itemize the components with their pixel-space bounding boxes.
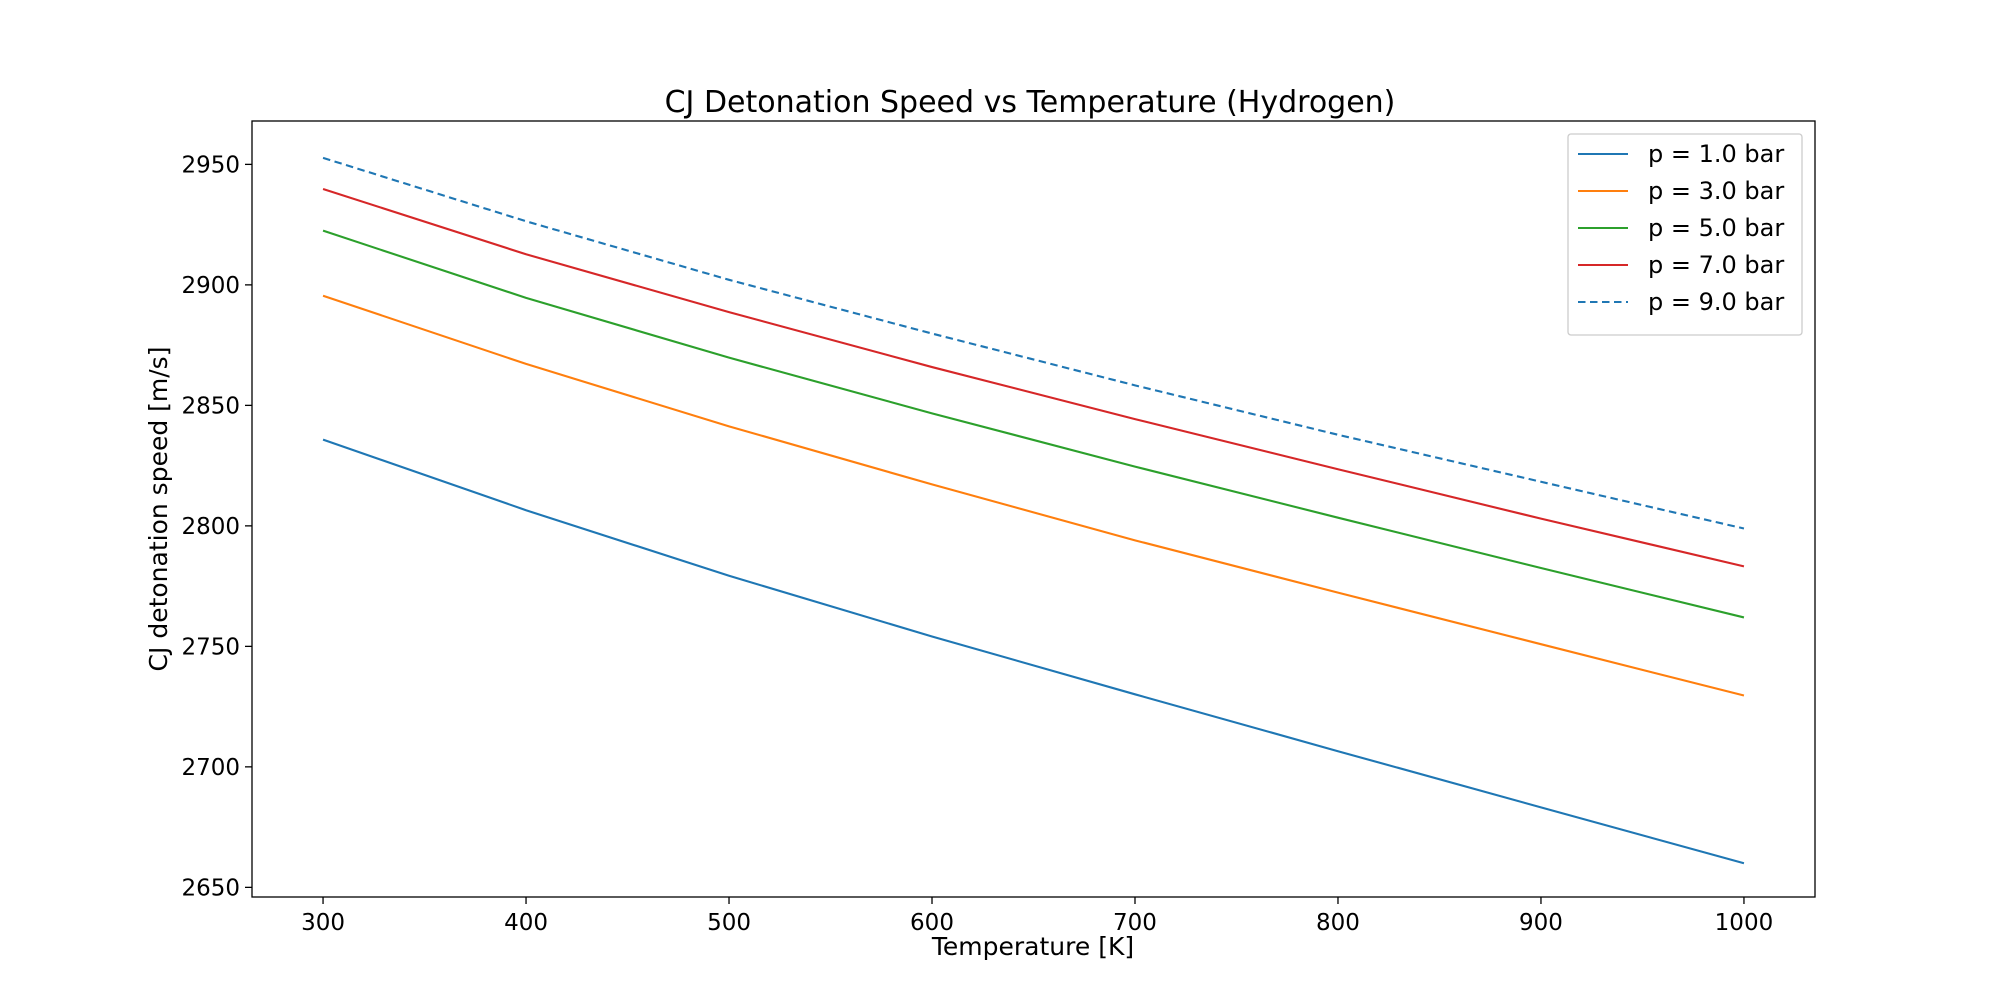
legend-box <box>1567 133 1803 336</box>
series-3-point-8 <box>1743 616 1745 618</box>
y-tick-label: 2950 <box>181 152 240 178</box>
x-tick-label: 500 <box>707 910 751 936</box>
series-line-5 <box>322 156 1745 530</box>
series-5-point-1 <box>322 157 324 159</box>
chart-title: CJ Detonation Speed vs Temperature (Hydr… <box>665 85 1396 120</box>
y-tick-label: 2750 <box>181 634 240 660</box>
series-1-point-2 <box>525 509 527 511</box>
series-5-point-3 <box>728 279 730 281</box>
series-4-point-4 <box>931 366 933 368</box>
series-1-point-5 <box>1134 693 1136 695</box>
series-1-point-1 <box>322 438 324 440</box>
x-tick-label: 900 <box>1519 910 1563 936</box>
series-1-point-8 <box>1743 862 1745 864</box>
x-tick-label: 600 <box>910 910 954 936</box>
x-axis-label: Temperature [K] <box>931 932 1134 961</box>
x-tick-label: 1000 <box>1715 910 1774 936</box>
series-5-point-8 <box>1743 527 1745 529</box>
legend-label-1: p = 1.0 bar <box>1648 140 1784 168</box>
series-2-point-6 <box>1337 591 1339 593</box>
series-5-point-4 <box>931 332 933 334</box>
series-line-1 <box>322 438 1745 865</box>
series-line-4 <box>322 187 1745 568</box>
series-3-point-4 <box>931 412 933 414</box>
series-3-point-1 <box>322 229 324 231</box>
legend-label-3: p = 5.0 bar <box>1648 214 1784 242</box>
series-3-point-7 <box>1540 567 1542 569</box>
series-line-3 <box>322 229 1745 619</box>
series-3-point-6 <box>1337 516 1339 518</box>
series-5-point-6 <box>1337 434 1339 436</box>
series-5-point-7 <box>1540 481 1542 483</box>
series-2-point-5 <box>1134 539 1136 541</box>
series-2-point-7 <box>1540 643 1542 645</box>
x-tick-label: 300 <box>301 910 345 936</box>
series-2-point-4 <box>931 483 933 485</box>
x-tick-label: 400 <box>504 910 548 936</box>
series-5-point-5 <box>1134 384 1136 386</box>
series-2-point-2 <box>525 363 527 365</box>
series-4-point-1 <box>322 188 324 190</box>
series-2-point-1 <box>322 295 324 297</box>
series-4-point-2 <box>525 253 527 255</box>
series-1-point-6 <box>1337 750 1339 752</box>
series-1-point-4 <box>931 635 933 637</box>
series-5-point-2 <box>525 220 527 222</box>
series-line-2 <box>322 294 1745 697</box>
y-tick-label: 2800 <box>181 514 240 540</box>
series-1-point-3 <box>728 575 730 577</box>
legend-label-2: p = 3.0 bar <box>1648 177 1784 205</box>
series-4-point-8 <box>1743 565 1745 567</box>
series-3-point-3 <box>728 356 730 358</box>
y-axis: 2650 2700 2750 2800 2850 2900 2950 <box>181 152 252 901</box>
x-axis: 300 400 500 600 700 800 900 1000 <box>301 897 1773 936</box>
plot-area <box>322 156 1745 865</box>
series-2-point-8 <box>1743 694 1745 696</box>
legend-label-5: p = 9.0 bar <box>1648 288 1784 316</box>
series-1-point-7 <box>1540 806 1542 808</box>
legend: p = 1.0 bar p = 3.0 bar p = 5.0 bar p = 7.0… <box>1567 133 1803 336</box>
series-4-point-3 <box>728 311 730 313</box>
y-tick-label: 2900 <box>181 273 240 299</box>
legend-label-4: p = 7.0 bar <box>1648 251 1784 279</box>
series-3-point-5 <box>1134 465 1136 467</box>
plot-frame <box>251 120 1816 898</box>
series-2-point-3 <box>728 425 730 427</box>
series-3-point-2 <box>525 297 527 299</box>
x-tick-label: 700 <box>1113 910 1157 936</box>
y-tick-label: 2850 <box>181 393 240 419</box>
series-4-point-5 <box>1134 418 1136 420</box>
series-4-point-6 <box>1337 468 1339 470</box>
series-4-point-7 <box>1540 517 1542 519</box>
y-tick-label: 2650 <box>181 875 240 901</box>
x-tick-label: 800 <box>1316 910 1360 936</box>
y-axis-label: CJ detonation speed [m/s] <box>144 347 173 672</box>
y-tick-label: 2700 <box>181 755 240 781</box>
